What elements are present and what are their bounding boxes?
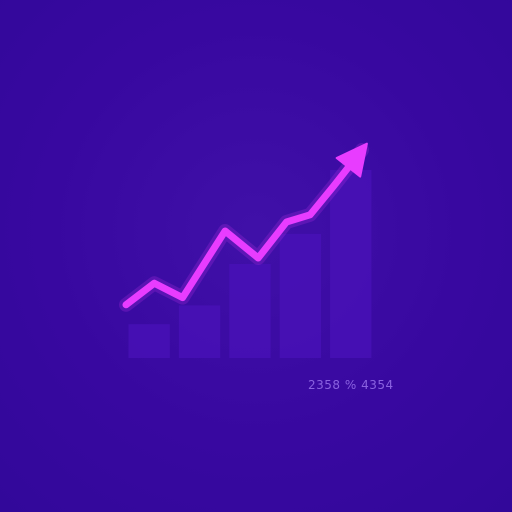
bars-layer xyxy=(128,170,372,358)
bar-2 xyxy=(178,305,221,358)
bar-5 xyxy=(330,170,372,358)
chart-annotation: 2358 % 4354 xyxy=(308,378,394,392)
bar-3 xyxy=(229,264,271,358)
trend-line-layer xyxy=(119,142,369,312)
trend-line xyxy=(122,146,366,309)
bar-4 xyxy=(279,233,321,358)
arrowhead-icon xyxy=(335,142,368,178)
bar-1 xyxy=(128,324,170,358)
